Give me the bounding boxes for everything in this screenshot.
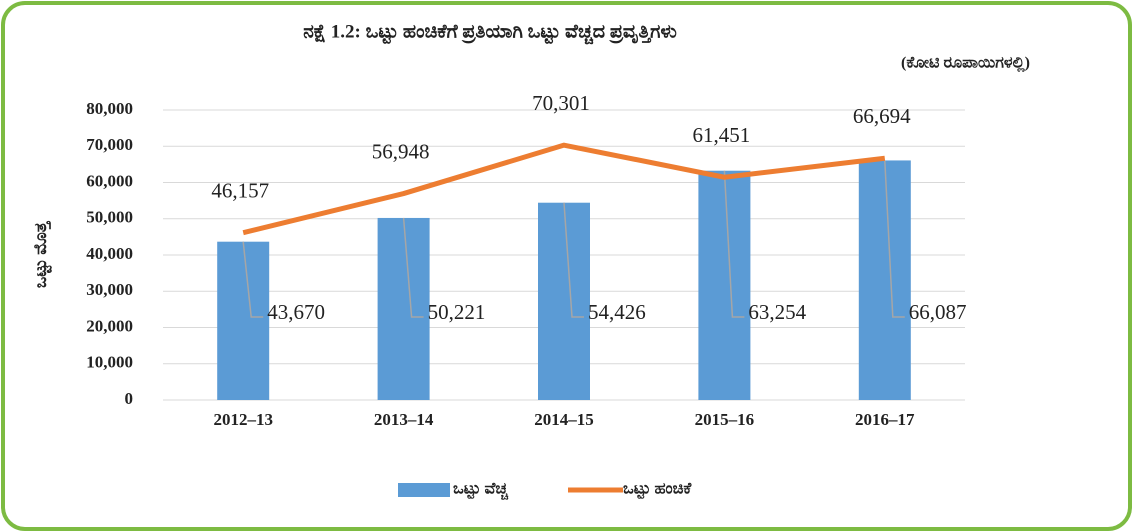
leader-line	[563, 202, 584, 318]
leader-line	[402, 217, 424, 318]
y-tick-label: 10,000	[86, 353, 133, 372]
x-tick-label: 2013–14	[374, 410, 434, 429]
data-label: 56,948	[372, 139, 430, 163]
x-tick-label: 2016–17	[855, 410, 915, 429]
y-tick-label: 30,000	[86, 280, 133, 299]
bar	[217, 241, 270, 400]
chart-subtitle: (ಕೋಟಿ ರೂಪಾಯಿಗಳಲ್ಲಿ)	[901, 55, 1030, 74]
y-tick-label: 60,000	[86, 171, 133, 190]
y-tick-label: 40,000	[86, 244, 133, 263]
bar	[698, 170, 751, 400]
y-tick-label: 70,000	[86, 135, 133, 154]
chart-title: ನಕ್ಷೆ 1.2: ಒಟ್ಟು ಹಂಚಿಕೆಗೆ ಪ್ರತಿಯಾಗಿ ಒಟ್ಟ…	[303, 21, 677, 45]
y-tick-label: 50,000	[86, 208, 133, 227]
leader-line	[723, 170, 745, 318]
leader-line	[242, 241, 264, 318]
x-tick-label: 2014–15	[534, 410, 594, 429]
bar	[538, 202, 590, 400]
data-label: 54,426	[588, 300, 646, 324]
data-label: 43,670	[267, 300, 325, 324]
legend-label: ಒಟ್ಟು ಹಂಚಿಕೆ	[623, 481, 692, 501]
bar	[858, 160, 911, 400]
y-axis-label: ಒಟ್ಟು ಮೊತ್ತ	[31, 220, 53, 288]
legend-swatch	[398, 483, 450, 497]
x-tick-label: 2015–16	[695, 410, 755, 429]
y-tick-label: 80,000	[86, 99, 133, 118]
data-label: 70,301	[532, 91, 590, 115]
legend-label: ಒಟ್ಟು ವೆಚ್ಚ	[453, 481, 508, 501]
data-label: 63,254	[748, 300, 806, 324]
y-tick-label: 0	[125, 389, 134, 408]
data-label: 66,694	[853, 104, 911, 128]
data-label: 46,157	[211, 178, 269, 202]
data-label: 50,221	[428, 300, 486, 324]
data-label: 66,087	[909, 300, 967, 324]
bar	[377, 217, 430, 400]
y-tick-label: 20,000	[86, 316, 133, 335]
line	[242, 142, 886, 236]
leader-line	[884, 160, 905, 318]
data-label: 61,451	[693, 123, 751, 147]
x-tick-label: 2012–13	[213, 410, 273, 429]
